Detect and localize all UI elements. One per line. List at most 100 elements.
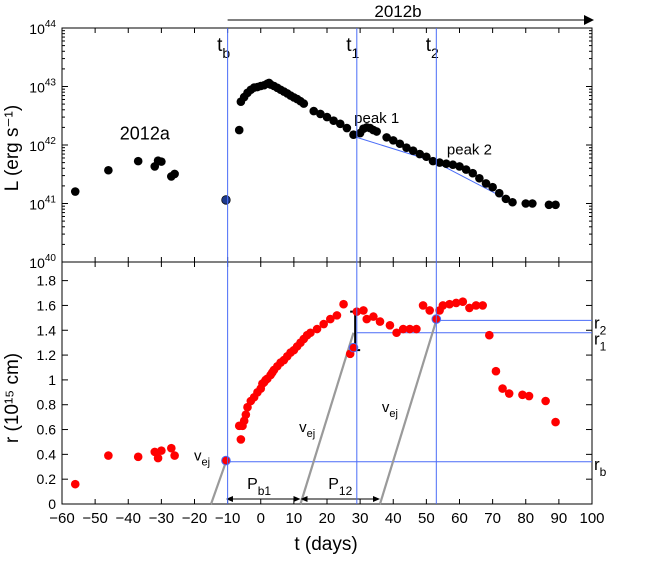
radius-point (471, 301, 481, 310)
radius-point (359, 306, 368, 315)
radius-point (478, 301, 487, 310)
radius-point (104, 451, 113, 460)
r-label-r2: r2 (594, 313, 607, 337)
luminosity-point (335, 119, 345, 129)
radius-point (405, 324, 415, 334)
luminosity-point (508, 197, 517, 207)
radius-point (319, 319, 328, 329)
luminosity-point (521, 199, 531, 208)
luminosity-point (395, 139, 405, 149)
radius-point (425, 306, 434, 315)
luminosity-point (468, 168, 478, 178)
y-tick-label-radius: 0 (48, 496, 56, 512)
radius-point (504, 389, 514, 398)
velocity-label: vej (299, 419, 315, 440)
y-tick-label-radius: 0.8 (37, 397, 57, 413)
radius-point (518, 390, 527, 400)
x-tick-label: 30 (352, 510, 369, 527)
radius-point (332, 311, 342, 320)
period-arrow-head (373, 496, 380, 503)
radius-point (369, 312, 378, 321)
radius-point (385, 320, 395, 330)
annotation: peak 2 (447, 141, 492, 158)
x-axis-label: t (days) (294, 534, 357, 555)
radius-point (445, 299, 454, 309)
luminosity-point (528, 199, 537, 208)
radius-point (438, 301, 448, 310)
x-tick-label: −30 (149, 510, 174, 527)
x-tick-label: 20 (319, 510, 336, 527)
luminosity-point (441, 159, 451, 168)
luminosity-point (309, 106, 319, 116)
luminosity-point (455, 162, 464, 171)
luminosity-point (422, 152, 431, 162)
luminosity-point (70, 187, 80, 196)
radius-point (498, 384, 507, 393)
radius-point (167, 443, 176, 453)
radius-point (524, 391, 534, 401)
luminosity-point (494, 188, 504, 198)
period-arrow-head (225, 496, 233, 503)
velocity-label: vej (382, 399, 398, 420)
luminosity-point (372, 127, 381, 136)
radius-point (70, 479, 80, 489)
luminosity-point (329, 116, 338, 126)
y-tick-label-luminosity: 1041 (29, 195, 56, 213)
luminosity-point (170, 169, 179, 179)
period-arrow-head (293, 496, 301, 503)
luminosity-point (104, 165, 113, 175)
luminosity-point (415, 149, 425, 159)
y-tick-label-radius: 0.6 (37, 422, 57, 438)
x-tick-label: 60 (451, 510, 468, 527)
y-tick-label-luminosity: 1042 (29, 136, 56, 154)
luminosity-point (299, 99, 309, 108)
event-label-t1: t1 (346, 35, 359, 61)
y-tick-label-radius: 1.8 (37, 273, 57, 289)
y-tick-label-radius: 0.4 (37, 446, 57, 462)
trend-line (436, 162, 507, 200)
luminosity-point (342, 123, 352, 133)
radius-point (465, 303, 474, 313)
luminosity-point (461, 165, 471, 174)
radius-point (306, 328, 315, 338)
radius-point (451, 298, 461, 308)
event-label-tb: tb (217, 35, 230, 61)
event-label-t2: t2 (426, 35, 439, 61)
radius-point (241, 410, 251, 419)
y-tick-label-radius: 1 (48, 372, 56, 388)
ejecta-velocity-line (378, 320, 438, 505)
luminosity-panel: 1040 1041 1042 1043 1044 tb t1 t2 2012a peak 1 pea… (29, 19, 593, 271)
annotation: peak 1 (354, 110, 399, 127)
radius-point (339, 299, 348, 309)
x-tick-label: −20 (182, 510, 207, 527)
y-axis-label-radius: r (10¹⁵ cm) (2, 353, 23, 443)
radius-point (157, 446, 166, 455)
radius-point (312, 324, 322, 334)
y-tick-label-radius: 1.6 (37, 297, 57, 313)
y-tick-label-radius: 1.2 (37, 347, 57, 363)
x-tick-label: 70 (484, 510, 501, 527)
period-label: P12 (328, 476, 352, 498)
luminosity-point (382, 133, 391, 142)
radius-frame (61, 261, 593, 505)
r-label-r1: r1 (594, 330, 607, 354)
luminosity-point (221, 195, 231, 205)
y-tick-label-luminosity: 1040 (29, 253, 56, 271)
x-tick-label: 40 (385, 510, 402, 527)
luminosity-point (544, 200, 554, 210)
y-tick-label-radius: 1.4 (37, 322, 57, 338)
radius-point (362, 314, 372, 324)
chart-title: 2012b (374, 2, 421, 21)
luminosity-point (488, 182, 497, 192)
radius-point (491, 366, 501, 376)
x-tick-label: −60 (49, 510, 74, 527)
y-axis-label-luminosity: L (erg s⁻¹) (2, 105, 23, 191)
radius-point (458, 297, 468, 307)
radius-point (170, 451, 179, 460)
x-tick-label: 100 (579, 510, 604, 527)
luminosity-point (316, 109, 325, 119)
luminosity-point (157, 157, 166, 166)
x-tick-label: 80 (517, 510, 534, 527)
y-tick-label-luminosity: 1043 (29, 78, 56, 96)
velocity-label: vej (194, 448, 210, 469)
